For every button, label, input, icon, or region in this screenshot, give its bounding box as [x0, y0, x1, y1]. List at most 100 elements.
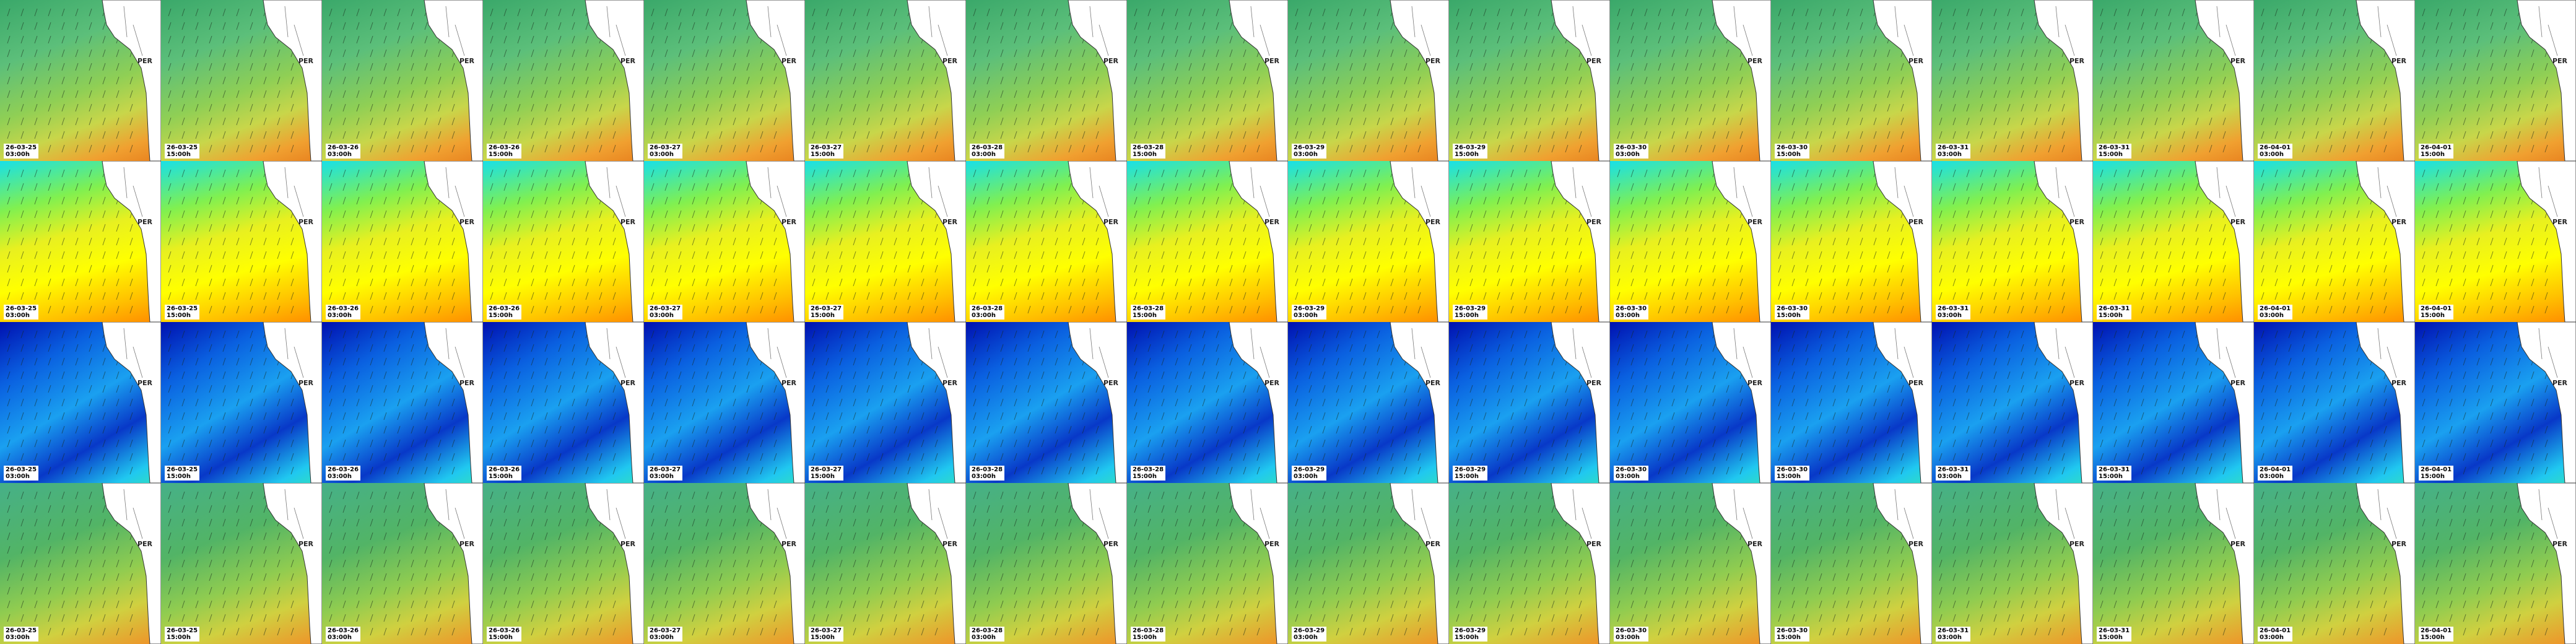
- country-label: PER: [1425, 540, 1440, 548]
- map-overlay: [1295, 161, 1449, 322]
- time-label: 15:00h: [489, 634, 513, 641]
- country-label: PER: [1103, 218, 1118, 226]
- date-label: 26-03-25: [6, 466, 37, 473]
- map-overlay: [1295, 322, 1449, 483]
- map-overlay: [1778, 483, 1932, 644]
- time-label: 03:00h: [6, 473, 30, 480]
- date-label: 26-03-28: [972, 466, 1003, 473]
- timestamp: 26-03-31 03:00h: [1936, 627, 1971, 642]
- country-label: PER: [781, 57, 796, 65]
- timestamp: 26-04-01 15:00h: [2419, 144, 2454, 159]
- country-label: PER: [2552, 540, 2567, 548]
- timestamp: 26-04-01 15:00h: [2419, 627, 2454, 642]
- time-label: 15:00h: [2099, 473, 2123, 480]
- map-tile: PER 26-03-31 03:00h: [1932, 161, 2093, 322]
- map-overlay: [7, 161, 161, 322]
- timestamp: 26-03-25 15:00h: [165, 466, 200, 481]
- map-tile: PER 26-03-30 03:00h: [1610, 161, 1771, 322]
- map-tile: PER 26-03-25 15:00h: [161, 161, 322, 322]
- map-overlay: [1456, 322, 1610, 483]
- timestamp: 26-03-28 15:00h: [1131, 144, 1166, 159]
- date-label: 26-03-27: [811, 144, 842, 151]
- country-label: PER: [942, 379, 957, 387]
- time-label: 03:00h: [1938, 473, 1962, 480]
- map-tile: PER 26-03-25 03:00h: [0, 483, 161, 644]
- map-overlay: [651, 0, 805, 161]
- date-label: 26-04-01: [2260, 466, 2291, 473]
- time-label: 03:00h: [1294, 473, 1318, 480]
- timestamp: 26-03-26 03:00h: [326, 627, 361, 642]
- date-label: 26-03-31: [2099, 466, 2130, 473]
- country-label: PER: [620, 218, 635, 226]
- date-label: 26-03-27: [811, 305, 842, 312]
- country-label: PER: [1425, 218, 1440, 226]
- date-label: 26-03-31: [1938, 627, 1969, 634]
- date-label: 26-03-30: [1777, 627, 1808, 634]
- timestamp: 26-03-26 03:00h: [326, 144, 361, 159]
- timestamp: 26-03-27 03:00h: [648, 305, 683, 320]
- map-tile: PER 26-03-27 15:00h: [805, 0, 966, 161]
- time-label: 15:00h: [811, 634, 835, 641]
- timestamp: 26-03-30 15:00h: [1775, 627, 1810, 642]
- map-overlay: [2261, 483, 2415, 644]
- date-label: 26-03-25: [167, 466, 198, 473]
- map-overlay: [1778, 161, 1932, 322]
- date-label: 26-03-27: [811, 466, 842, 473]
- map-tile: PER 26-03-29 15:00h: [1449, 322, 1610, 483]
- map-tile: PER 26-04-01 03:00h: [2254, 322, 2415, 483]
- timestamp: 26-03-30 03:00h: [1614, 466, 1649, 481]
- map-tile: PER 26-03-27 15:00h: [805, 322, 966, 483]
- map-tile: PER 26-03-31 15:00h: [2093, 483, 2254, 644]
- date-label: 26-03-27: [650, 305, 681, 312]
- country-label: PER: [137, 540, 152, 548]
- country-label: PER: [2391, 540, 2406, 548]
- time-label: 03:00h: [650, 634, 674, 641]
- map-tile: PER 26-03-31 15:00h: [2093, 0, 2254, 161]
- map-tile: PER 26-03-29 15:00h: [1449, 0, 1610, 161]
- timestamp: 26-03-31 15:00h: [2097, 305, 2132, 320]
- map-tile: PER 26-03-27 15:00h: [805, 483, 966, 644]
- map-tile: PER 26-03-25 03:00h: [0, 161, 161, 322]
- timestamp: 26-03-25 03:00h: [4, 466, 39, 481]
- time-label: 03:00h: [1616, 312, 1640, 319]
- date-label: 26-03-26: [328, 305, 359, 312]
- country-label: PER: [942, 540, 957, 548]
- map-tile: PER 26-03-25 15:00h: [161, 483, 322, 644]
- map-overlay: [1617, 161, 1771, 322]
- country-label: PER: [1747, 379, 1762, 387]
- time-label: 03:00h: [972, 473, 996, 480]
- timestamp: 26-03-29 03:00h: [1292, 627, 1327, 642]
- map-overlay: [2261, 322, 2415, 483]
- map-tile: PER 26-03-26 03:00h: [322, 161, 483, 322]
- timestamp: 26-03-27 15:00h: [809, 466, 844, 481]
- date-label: 26-03-25: [167, 144, 198, 151]
- map-tile: PER 26-03-27 03:00h: [644, 161, 805, 322]
- date-label: 26-03-30: [1777, 305, 1808, 312]
- timestamp: 26-03-30 03:00h: [1614, 305, 1649, 320]
- timestamp: 26-03-30 03:00h: [1614, 627, 1649, 642]
- map-tile: PER 26-03-26 15:00h: [483, 0, 644, 161]
- time-label: 15:00h: [489, 312, 513, 319]
- date-label: 26-03-31: [1938, 144, 1969, 151]
- map-overlay: [168, 0, 322, 161]
- map-tile: PER 26-03-26 03:00h: [322, 0, 483, 161]
- date-label: 26-03-28: [972, 305, 1003, 312]
- time-label: 03:00h: [328, 151, 352, 158]
- timestamp: 26-03-25 15:00h: [165, 305, 200, 320]
- map-overlay: [329, 161, 483, 322]
- map-overlay: [329, 0, 483, 161]
- country-label: PER: [1908, 57, 1923, 65]
- timestamp: 26-03-26 15:00h: [487, 627, 522, 642]
- country-label: PER: [1425, 57, 1440, 65]
- time-label: 03:00h: [328, 312, 352, 319]
- time-label: 03:00h: [1938, 151, 1962, 158]
- time-label: 15:00h: [2099, 151, 2123, 158]
- time-label: 15:00h: [2099, 312, 2123, 319]
- time-label: 03:00h: [1616, 634, 1640, 641]
- map-tile: PER 26-03-29 03:00h: [1288, 161, 1449, 322]
- map-overlay: [1134, 483, 1288, 644]
- map-overlay: [168, 483, 322, 644]
- timestamp: 26-03-31 03:00h: [1936, 144, 1971, 159]
- date-label: 26-03-28: [1133, 627, 1164, 634]
- timestamp: 26-03-29 03:00h: [1292, 144, 1327, 159]
